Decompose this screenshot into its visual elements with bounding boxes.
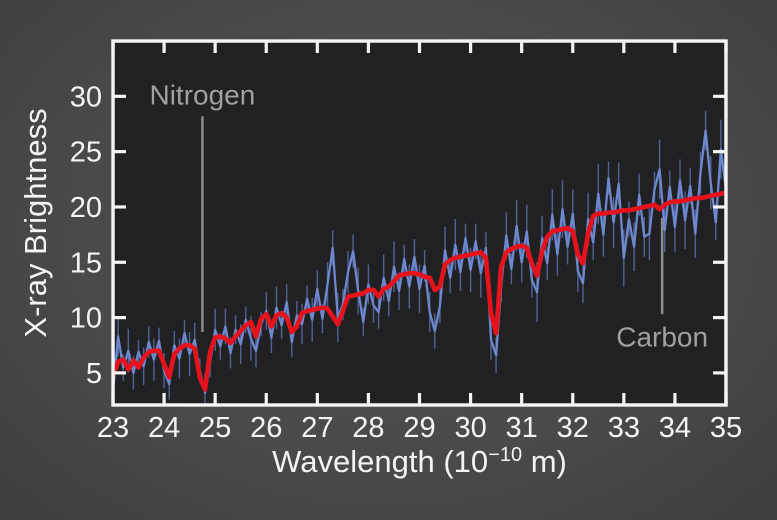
x-tick-label: 27: [301, 412, 333, 444]
x-tick-label: 24: [148, 412, 180, 444]
x-tick-label: 29: [403, 412, 435, 444]
element-label-nitrogen: Nitrogen: [149, 80, 255, 111]
x-tick-label: 28: [352, 412, 384, 444]
element-label-carbon: Carbon: [616, 321, 708, 352]
x-tick-label: 34: [659, 412, 691, 444]
x-tick-label: 31: [506, 412, 538, 444]
x-tick-label: 32: [557, 412, 589, 444]
x-tick-label: 23: [97, 412, 129, 444]
x-tick-label: 26: [250, 412, 282, 444]
model-series-line: [114, 190, 725, 392]
observed-series-line: [114, 129, 725, 394]
y-tick-label: 15: [70, 247, 102, 279]
x-tick-label: 25: [199, 412, 231, 444]
x-tick-label: 35: [710, 412, 742, 444]
x-tick-label: 30: [454, 412, 486, 444]
y-tick-label: 30: [70, 81, 102, 113]
y-tick-label: 10: [70, 303, 102, 335]
annotation-lines: [201, 116, 664, 332]
data-layer: [114, 110, 725, 404]
x-tick-label: 33: [608, 412, 640, 444]
x-axis-title: Wavelength (10−10 m): [272, 444, 567, 479]
y-tick-label: 25: [70, 137, 102, 169]
model-layer: [114, 190, 725, 392]
axis-ticks: [111, 41, 728, 405]
y-tick-label: 5: [86, 358, 102, 390]
y-tick-label: 20: [70, 192, 102, 224]
y-axis-title: X-ray Brightness: [18, 108, 53, 337]
